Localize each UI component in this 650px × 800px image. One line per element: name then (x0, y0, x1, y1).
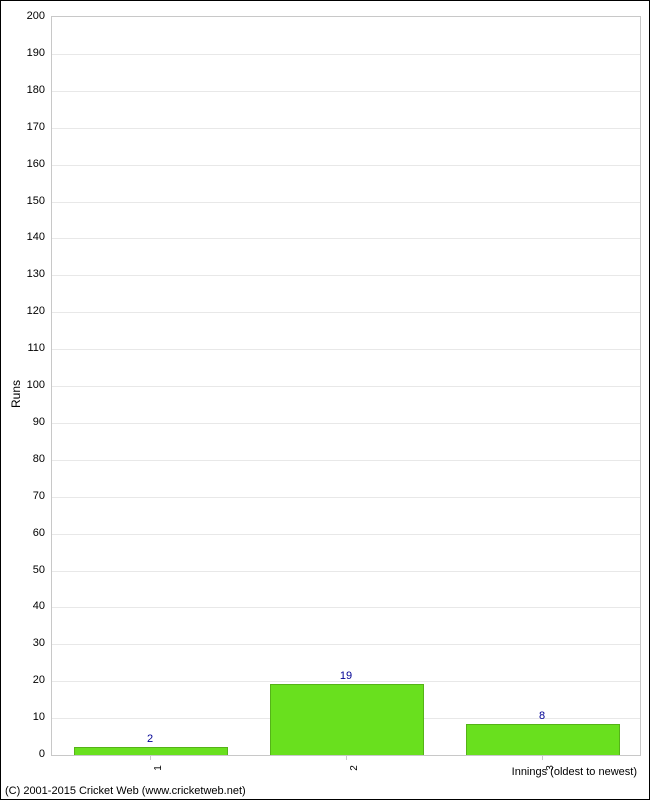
gridline (52, 607, 640, 608)
y-tick-label: 130 (5, 268, 45, 280)
gridline (52, 54, 640, 55)
gridline (52, 423, 640, 424)
y-tick-label: 160 (5, 158, 45, 170)
y-tick-label: 10 (5, 711, 45, 723)
gridline (52, 128, 640, 129)
x-tick-label: 2 (349, 765, 360, 771)
y-tick-label: 30 (5, 637, 45, 649)
gridline (52, 460, 640, 461)
y-tick-label: 170 (5, 121, 45, 133)
gridline (52, 202, 640, 203)
gridline (52, 275, 640, 276)
y-tick-label: 50 (5, 564, 45, 576)
bar (270, 684, 425, 755)
x-tick-mark (150, 755, 151, 760)
x-tick-mark (542, 755, 543, 760)
bar-value-label: 19 (340, 670, 352, 682)
y-tick-label: 150 (5, 195, 45, 207)
gridline (52, 644, 640, 645)
y-tick-label: 0 (5, 748, 45, 760)
gridline (52, 571, 640, 572)
gridline (52, 312, 640, 313)
chart-container: 2198 Runs Innings (oldest to newest) (C)… (0, 0, 650, 800)
gridline (52, 91, 640, 92)
gridline (52, 349, 640, 350)
gridline (52, 497, 640, 498)
bar (466, 724, 621, 755)
y-tick-label: 80 (5, 453, 45, 465)
y-tick-label: 140 (5, 231, 45, 243)
y-tick-label: 70 (5, 490, 45, 502)
gridline (52, 386, 640, 387)
bar-value-label: 8 (539, 710, 545, 722)
bar (74, 747, 229, 755)
x-axis-title: Innings (oldest to newest) (512, 766, 637, 778)
gridline (52, 534, 640, 535)
gridline (52, 165, 640, 166)
y-tick-label: 20 (5, 674, 45, 686)
y-tick-label: 180 (5, 84, 45, 96)
footer-text: (C) 2001-2015 Cricket Web (www.cricketwe… (5, 785, 246, 797)
y-tick-label: 100 (5, 379, 45, 391)
x-tick-label: 1 (153, 765, 164, 771)
y-tick-label: 110 (5, 342, 45, 354)
y-tick-label: 190 (5, 47, 45, 59)
x-tick-mark (346, 755, 347, 760)
y-tick-label: 200 (5, 10, 45, 22)
y-tick-label: 60 (5, 527, 45, 539)
x-tick-label: 3 (545, 765, 556, 771)
y-tick-label: 120 (5, 305, 45, 317)
plot-area: 2 19 8 (51, 16, 641, 756)
gridline (52, 238, 640, 239)
y-tick-label: 90 (5, 416, 45, 428)
y-tick-label: 40 (5, 600, 45, 612)
bar-value-label: 2 (147, 733, 153, 745)
